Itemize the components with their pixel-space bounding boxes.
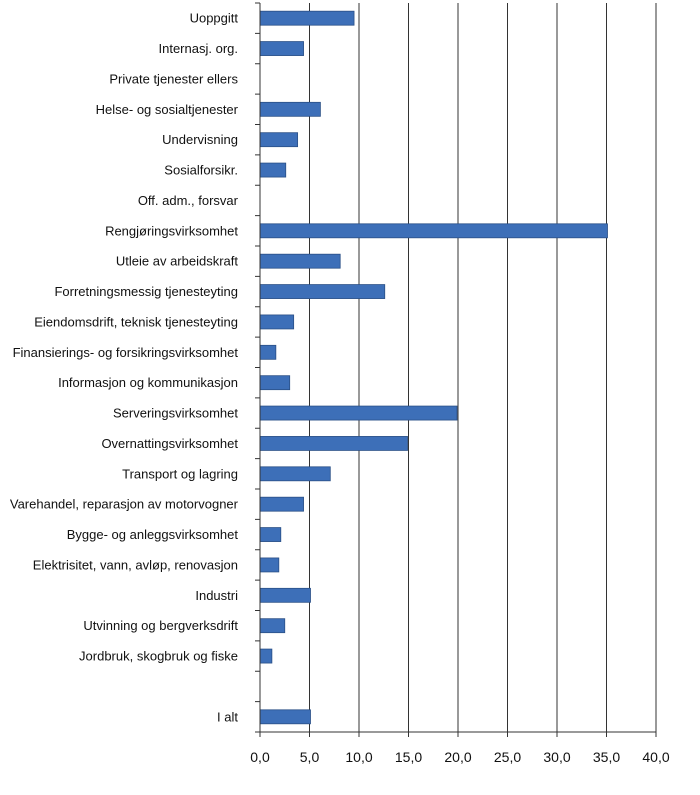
bar bbox=[259, 132, 299, 148]
category-label: I alt bbox=[217, 709, 238, 724]
x-tick-label: 0,0 bbox=[250, 749, 270, 765]
category-label: Varehandel, reparasjon av motorvogner bbox=[10, 497, 239, 512]
bar bbox=[259, 709, 311, 725]
category-label: Jordbruk, skogbruk og fiske bbox=[79, 649, 238, 664]
x-tick-label: 15,0 bbox=[395, 749, 422, 765]
x-tick-label: 40,0 bbox=[642, 749, 669, 765]
category-label: Uoppgitt bbox=[190, 11, 239, 26]
category-label: Industri bbox=[195, 588, 238, 603]
category-label: Off. adm., forsvar bbox=[138, 193, 239, 208]
bar bbox=[259, 375, 291, 391]
x-tick-label: 35,0 bbox=[593, 749, 620, 765]
bar bbox=[259, 253, 341, 269]
bar bbox=[259, 466, 331, 482]
category-label: Private tjenester ellers bbox=[109, 71, 238, 86]
category-label: Serveringsvirksomhet bbox=[113, 406, 238, 421]
x-tick-labels: 0,0 5,0 10,0 15,0 20,0 25,0 30,0 35,0 40,0 bbox=[250, 749, 670, 765]
grid-lines bbox=[309, 3, 657, 732]
category-label: Transport og lagring bbox=[122, 466, 238, 481]
bar bbox=[259, 557, 280, 573]
bar bbox=[259, 527, 282, 542]
bar bbox=[259, 436, 408, 451]
bar bbox=[259, 648, 273, 664]
x-tick-label: 30,0 bbox=[543, 749, 570, 765]
category-label: Utvinning og bergverksdrift bbox=[83, 618, 238, 633]
x-tick-label: 25,0 bbox=[494, 749, 521, 765]
category-label: Bygge- og anleggsvirksomhet bbox=[67, 527, 239, 542]
category-label: Undervisning bbox=[162, 132, 238, 147]
category-label: Internasj. org. bbox=[159, 41, 239, 56]
axes bbox=[255, 2, 657, 737]
bar bbox=[259, 284, 386, 299]
bar bbox=[259, 618, 286, 634]
bar bbox=[259, 496, 304, 512]
bar bbox=[259, 344, 277, 360]
x-tick-label: 20,0 bbox=[444, 749, 471, 765]
category-label: Forretningsmessig tjenesteyting bbox=[54, 284, 238, 299]
bar bbox=[259, 587, 311, 603]
x-tick-label: 5,0 bbox=[300, 749, 320, 765]
bar bbox=[259, 223, 608, 239]
bar bbox=[259, 162, 287, 178]
x-tick-label: 10,0 bbox=[345, 749, 372, 765]
bar bbox=[259, 41, 304, 56]
category-label: Elektrisitet, vann, avløp, renovasjon bbox=[33, 557, 238, 572]
bar bbox=[259, 101, 321, 117]
category-label: Utleie av arbeidskraft bbox=[116, 254, 238, 269]
category-label: Finansierings- og forsikringsvirksomhet bbox=[13, 345, 239, 360]
category-label: Overnattingsvirksomhet bbox=[101, 436, 238, 451]
category-label: Helse- og sosialtjenester bbox=[96, 102, 239, 117]
bar bbox=[259, 314, 295, 330]
bar bbox=[259, 10, 355, 26]
category-labels: Uoppgitt Internasj. org. Private tjenester… bbox=[10, 11, 239, 725]
bars bbox=[259, 10, 608, 725]
category-label: Informasjon og kommunikasjon bbox=[58, 375, 238, 390]
category-label: Sosialforsikr. bbox=[164, 163, 238, 178]
category-label: Eiendomsdrift, teknisk tjenesteyting bbox=[34, 314, 238, 329]
bar bbox=[259, 405, 458, 421]
category-label: Rengjøringsvirksomhet bbox=[105, 223, 238, 238]
